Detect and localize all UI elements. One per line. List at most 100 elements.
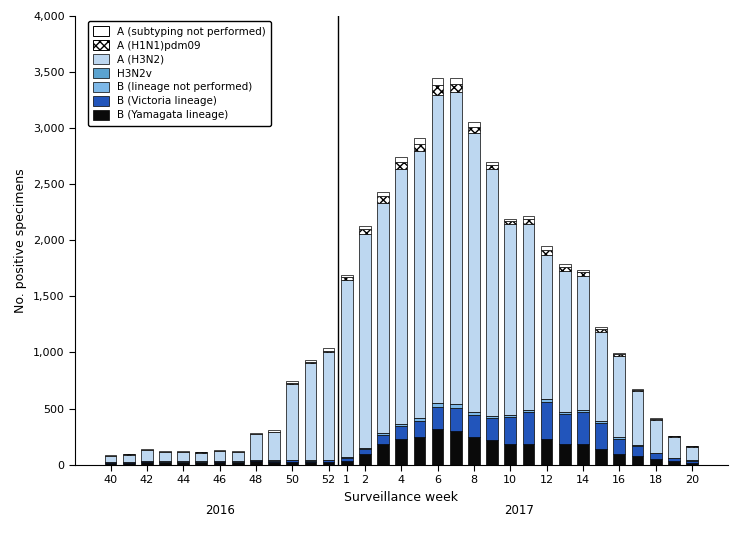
- Bar: [413, 418, 425, 421]
- Bar: [359, 447, 370, 449]
- Bar: [650, 420, 662, 453]
- Bar: [523, 411, 534, 412]
- Bar: [286, 381, 298, 383]
- Bar: [596, 423, 607, 449]
- Bar: [359, 234, 370, 447]
- Bar: [468, 122, 480, 127]
- Bar: [304, 462, 316, 465]
- Bar: [232, 452, 244, 461]
- Bar: [395, 169, 407, 424]
- Bar: [232, 451, 244, 452]
- Bar: [596, 332, 607, 421]
- Bar: [214, 461, 226, 465]
- Bar: [504, 224, 516, 415]
- Bar: [395, 439, 407, 465]
- Bar: [395, 424, 407, 427]
- Bar: [504, 221, 516, 224]
- Bar: [504, 417, 516, 444]
- Bar: [632, 389, 644, 390]
- Bar: [541, 399, 553, 402]
- Bar: [686, 460, 698, 462]
- Bar: [268, 461, 280, 465]
- Bar: [577, 276, 589, 411]
- Bar: [377, 435, 389, 444]
- Bar: [286, 383, 298, 460]
- Bar: [468, 127, 480, 133]
- Bar: [596, 421, 607, 423]
- Bar: [614, 355, 626, 357]
- Bar: [340, 277, 352, 280]
- Bar: [614, 438, 626, 454]
- Bar: [541, 439, 553, 465]
- Bar: [614, 437, 626, 438]
- Bar: [450, 431, 462, 465]
- Bar: [177, 451, 189, 452]
- Bar: [632, 390, 644, 391]
- Bar: [413, 421, 425, 437]
- Bar: [686, 462, 698, 465]
- Bar: [632, 446, 644, 456]
- Bar: [359, 449, 370, 454]
- Bar: [668, 461, 680, 465]
- Bar: [632, 456, 644, 465]
- Bar: [395, 157, 407, 162]
- Bar: [596, 449, 607, 465]
- Bar: [504, 444, 516, 465]
- Bar: [232, 462, 244, 465]
- Bar: [286, 461, 298, 465]
- Bar: [377, 192, 389, 195]
- Bar: [650, 419, 662, 420]
- Bar: [214, 450, 226, 451]
- Bar: [340, 275, 352, 277]
- Bar: [541, 255, 553, 399]
- Bar: [250, 434, 262, 460]
- Legend: A (subtyping not performed), A (H1N1)pdm09, A (H3N2), H3N2v, B (lineage not perf: A (subtyping not performed), A (H1N1)pdm…: [88, 20, 272, 125]
- Bar: [559, 414, 571, 444]
- Bar: [432, 78, 443, 85]
- Bar: [450, 404, 462, 408]
- Bar: [486, 416, 498, 418]
- Bar: [359, 454, 370, 465]
- Bar: [322, 348, 334, 351]
- Bar: [614, 353, 626, 355]
- Bar: [304, 362, 316, 363]
- Text: 2016: 2016: [205, 504, 235, 517]
- Bar: [413, 151, 425, 418]
- Bar: [413, 138, 425, 144]
- Bar: [377, 195, 389, 203]
- Bar: [523, 224, 534, 411]
- Bar: [523, 216, 534, 219]
- Bar: [523, 219, 534, 224]
- Bar: [668, 458, 680, 461]
- Bar: [322, 461, 334, 465]
- Bar: [359, 226, 370, 229]
- Bar: [577, 270, 589, 272]
- Bar: [413, 437, 425, 465]
- Bar: [377, 444, 389, 465]
- Bar: [432, 95, 443, 404]
- Bar: [177, 452, 189, 461]
- Bar: [105, 456, 116, 462]
- Bar: [250, 433, 262, 434]
- Bar: [577, 412, 589, 444]
- Bar: [286, 460, 298, 461]
- Bar: [596, 329, 607, 332]
- Bar: [304, 461, 316, 462]
- Bar: [196, 462, 207, 465]
- Bar: [413, 144, 425, 151]
- Bar: [432, 404, 443, 407]
- Bar: [377, 433, 389, 435]
- Bar: [486, 162, 498, 165]
- Bar: [468, 437, 480, 465]
- Bar: [432, 429, 443, 465]
- Bar: [541, 247, 553, 249]
- Y-axis label: No. positive specimens: No. positive specimens: [14, 168, 28, 312]
- Bar: [432, 407, 443, 429]
- Bar: [559, 444, 571, 465]
- Text: 2017: 2017: [505, 504, 534, 517]
- Bar: [395, 427, 407, 439]
- Bar: [559, 271, 571, 412]
- Bar: [159, 452, 171, 461]
- Bar: [486, 169, 498, 416]
- Bar: [123, 454, 135, 462]
